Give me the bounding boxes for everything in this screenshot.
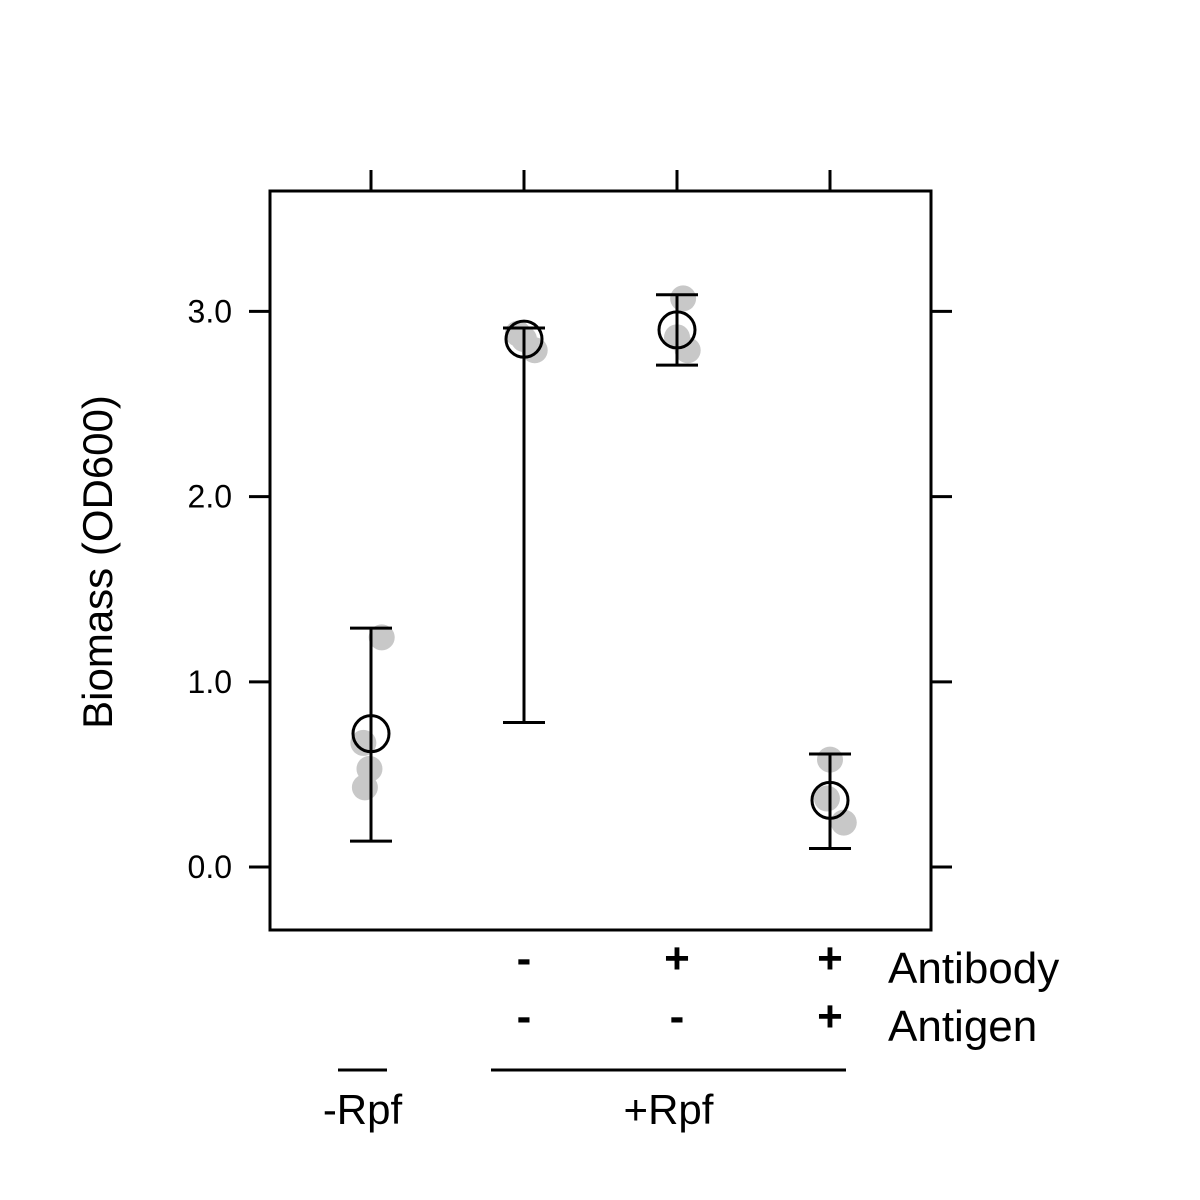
mean-marker — [351, 714, 391, 754]
y-tick-labels: 0.0 1.0 2.0 3.0 — [188, 293, 232, 885]
mean-marker — [504, 319, 544, 359]
plot-frame — [268, 189, 933, 932]
replicate-point — [670, 285, 697, 312]
error-bars — [350, 293, 851, 851]
group-label: +Rpf — [624, 1086, 714, 1133]
mean-markers — [351, 310, 850, 820]
mean-marker — [657, 310, 697, 350]
axis-ticks — [249, 170, 952, 869]
y-axis-title: Biomass (OD600) — [74, 395, 121, 729]
factor-sign: - — [517, 992, 532, 1041]
factor-sign: + — [817, 992, 843, 1041]
factor-sign: - — [517, 934, 532, 983]
group-label: -Rpf — [323, 1086, 403, 1133]
replicate-point — [813, 785, 840, 812]
group-labels: -Rpf +Rpf — [323, 1068, 846, 1133]
factor-sign: + — [817, 934, 843, 983]
factor-table: - + + Antibody - - + Antigen — [517, 934, 1060, 1051]
factor-sign: - — [670, 992, 685, 1041]
factor-name: Antigen — [888, 1002, 1037, 1051]
replicate-point — [351, 774, 378, 801]
y-tick-label: 0.0 — [188, 849, 232, 885]
replicate-point — [368, 624, 395, 651]
mean-marker — [810, 780, 850, 820]
factor-name: Antibody — [888, 944, 1059, 993]
factor-sign: + — [664, 934, 690, 983]
y-tick-label: 1.0 — [188, 664, 232, 700]
y-tick-label: 2.0 — [188, 479, 232, 515]
y-tick-label: 3.0 — [188, 293, 232, 329]
replicate-points — [350, 285, 857, 836]
